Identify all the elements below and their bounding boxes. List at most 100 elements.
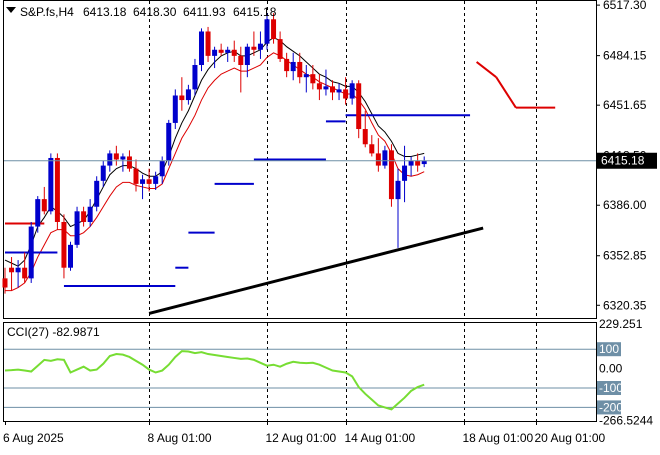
time-axis: 6 Aug 2025 8 Aug 01:00 12 Aug 01:00 14 Aug … — [3, 421, 606, 445]
candle-body — [179, 95, 185, 101]
time-tick-label: 12 Aug 01:00 — [266, 431, 337, 445]
cci-level-tag-label: 100 — [599, 342, 619, 356]
candle-body — [316, 83, 322, 90]
candle-body — [185, 89, 191, 101]
candle-body — [61, 221, 67, 268]
cci-tick-label: 0.00 — [599, 362, 623, 376]
candle-body — [323, 86, 329, 90]
candle-body — [107, 153, 113, 166]
low-value: 6411.93 — [183, 5, 226, 19]
candle-body — [271, 19, 277, 40]
cci-axis: 229.251 100 0.00 -100 -200-266.5244 — [597, 317, 653, 427]
candle-body — [388, 150, 394, 200]
resistance-step-line — [475, 61, 497, 78]
cci-level-tag — [597, 342, 621, 357]
price-tick-label: 6484.15 — [603, 49, 647, 63]
cci-label: CCI(27) -82.9871 — [7, 325, 100, 339]
candle-body — [205, 31, 211, 56]
candle-body — [68, 244, 73, 268]
candle-body — [2, 278, 8, 288]
candle-body — [284, 58, 290, 72]
candle-body — [382, 150, 388, 166]
candlestick-series — [2, 13, 427, 294]
price-tick-label: 6352.85 — [603, 249, 647, 263]
candle-body — [343, 89, 349, 99]
candle-body — [257, 43, 263, 50]
price-tick-label: 6320.35 — [603, 298, 647, 312]
candle-body — [349, 83, 355, 99]
candle-body — [81, 211, 87, 222]
candle-body — [28, 226, 34, 279]
candle-body — [218, 49, 224, 53]
price-tick-label: 6451.65 — [603, 98, 647, 112]
indicator-overlays — [4, 37, 556, 315]
cci-level-tag — [597, 400, 621, 415]
candle-body — [146, 179, 152, 184]
resistance-step-line — [495, 76, 517, 109]
candle-body — [199, 31, 204, 66]
price-tick-label: 6517.30 — [603, 0, 647, 12]
candle-body — [159, 161, 165, 177]
candle-body — [140, 179, 146, 184]
cci-series — [4, 350, 425, 411]
candle-body — [225, 49, 231, 53]
candle-body — [362, 129, 368, 145]
candle-body — [41, 199, 47, 212]
slow-moving-average-line — [5, 52, 425, 292]
candle-body — [330, 86, 335, 93]
candle-body — [310, 74, 316, 84]
candle-body — [126, 156, 132, 169]
cci-line — [4, 350, 425, 411]
price-tick-label: 6386.00 — [603, 198, 647, 212]
candle-body — [395, 180, 401, 200]
candle-body — [264, 19, 270, 44]
candle-body — [277, 39, 283, 59]
current-price-tag — [597, 152, 657, 169]
candle-body — [87, 206, 93, 222]
time-tick-label: 20 Aug 01:00 — [535, 431, 606, 445]
candle-body — [244, 46, 250, 66]
price-axis: 6517.306484.156451.656418.506386.006352.… — [596, 0, 647, 312]
cci-level-tag-label: -100 — [599, 381, 623, 395]
candle-body — [336, 89, 342, 93]
candle-body — [369, 144, 375, 154]
candle-body — [375, 153, 381, 166]
candle-body — [290, 61, 296, 72]
candle-body — [356, 83, 362, 130]
time-tick-label: 18 Aug 01:00 — [463, 431, 534, 445]
candle-body — [35, 199, 41, 227]
cci-panel-frame — [3, 322, 597, 422]
candle-body — [100, 165, 106, 181]
candle-body — [402, 165, 408, 181]
candle-body — [94, 180, 100, 207]
candle-body — [303, 74, 309, 78]
current-price-marker: 6415.18 — [4, 152, 657, 169]
symbol-label: S&P.fs,H4 — [20, 5, 74, 19]
collapse-triangle-icon[interactable] — [6, 7, 16, 13]
candle-body — [231, 49, 237, 56]
candle-body — [251, 46, 257, 50]
candle-body — [166, 122, 172, 162]
cci-level-tag — [597, 381, 621, 396]
close-value: 6415.18 — [233, 5, 277, 19]
candle-body — [408, 161, 414, 166]
candle-body — [297, 61, 303, 78]
candle-body — [238, 55, 244, 66]
cci-tick-label: -266.5244 — [599, 413, 653, 427]
header: S&P.fs,H4 6413.18 6418.30 6411.93 6415.1… — [6, 5, 277, 19]
candle-body — [113, 153, 119, 160]
trend-line — [148, 226, 484, 315]
candle-body — [172, 95, 178, 123]
time-tick-label: 6 Aug 2025 — [3, 431, 64, 445]
cci-level-tag-label: -200 — [599, 400, 623, 414]
cci-level-lines — [4, 348, 596, 408]
high-value: 6418.30 — [133, 5, 177, 19]
candle-body — [48, 157, 54, 212]
candle-body — [153, 176, 159, 184]
candle-body — [74, 211, 80, 245]
candle-body — [212, 49, 218, 56]
candle-body — [192, 65, 198, 90]
open-value: 6413.18 — [83, 5, 127, 19]
candle-body — [133, 168, 139, 184]
